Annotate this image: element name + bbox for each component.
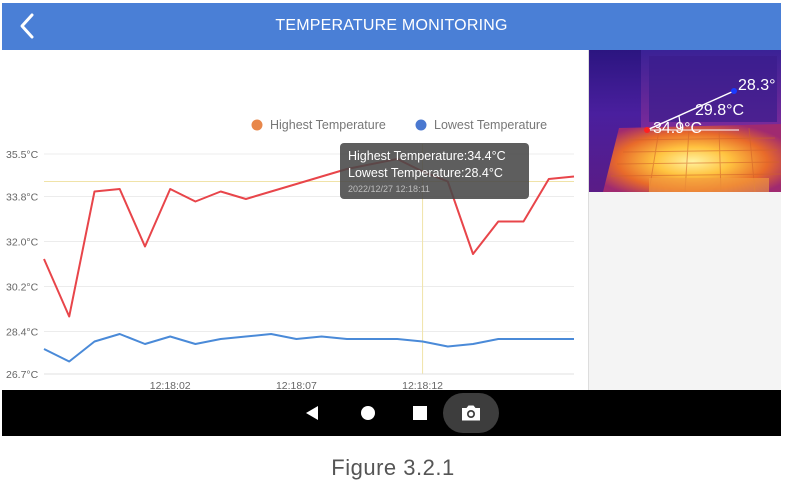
thermal-image[interactable]: 28.3° 29.8°C 34.9°C xyxy=(589,50,781,192)
system-nav-bar xyxy=(2,390,781,436)
circle-home-icon xyxy=(361,406,375,420)
nav-back-button[interactable] xyxy=(298,390,326,436)
side-panel: 28.3° 29.8°C 34.9°C xyxy=(588,50,781,390)
legend-label-1: Lowest Temperature xyxy=(434,118,547,132)
thermal-picture xyxy=(589,50,781,192)
chart-canvas: 35.5°C 33.8°C 32.0°C 30.2°C 28.4°C 26.7°C 12:1… xyxy=(6,118,575,390)
chevron-left-icon xyxy=(20,13,34,39)
x-tick-label-0: 12:18:02 xyxy=(150,380,191,390)
y-tick-label-5: 26.7°C xyxy=(6,369,39,381)
camera-button[interactable] xyxy=(443,393,499,433)
chart-tooltip: Highest Temperature:34.4°C Lowest Temper… xyxy=(340,143,529,199)
y-tick-label-0: 35.5°C xyxy=(6,149,39,161)
y-tick-label-2: 32.0°C xyxy=(6,237,39,249)
tooltip-highest: Highest Temperature:34.4°C xyxy=(348,149,506,163)
legend-label-0: Highest Temperature xyxy=(270,118,386,132)
device-screen: TEMPERATURE MONITORING 35.5°C 33.8°C 32.0°… xyxy=(2,3,781,436)
tooltip-lowest: Lowest Temperature:28.4°C xyxy=(348,166,503,180)
camera-icon xyxy=(462,405,480,421)
nav-home-button[interactable] xyxy=(354,390,382,436)
y-tick-label-1: 33.8°C xyxy=(6,192,39,204)
figure-caption: Figure 3.2.1 xyxy=(331,455,455,480)
series-line-0 xyxy=(43,158,575,318)
series-line-1 xyxy=(43,333,574,363)
y-tick-label-3: 30.2°C xyxy=(6,282,39,294)
x-tick-label-2: 12:18:12 xyxy=(402,380,443,390)
square-recents-icon xyxy=(413,406,427,420)
nav-recents-button[interactable] xyxy=(406,390,434,436)
x-tick-label-1: 12:18:07 xyxy=(276,380,317,390)
legend-marker-1 xyxy=(415,119,427,131)
temperature-chart: 35.5°C 33.8°C 32.0°C 30.2°C 28.4°C 26.7°C 12:1… xyxy=(2,50,588,390)
legend-marker-0 xyxy=(251,119,263,131)
page-title: TEMPERATURE MONITORING xyxy=(275,17,508,34)
top-app-bar: TEMPERATURE MONITORING xyxy=(2,3,781,50)
thermal-label-0: 28.3° xyxy=(738,77,776,94)
back-button[interactable] xyxy=(12,11,42,41)
thermal-label-2: 34.9°C xyxy=(653,120,703,137)
thermal-label-1: 29.8°C xyxy=(695,102,745,119)
tooltip-time: 2022/12/27 12:18:11 xyxy=(348,184,430,194)
triangle-back-icon xyxy=(306,406,318,420)
y-tick-label-4: 28.4°C xyxy=(6,327,39,339)
